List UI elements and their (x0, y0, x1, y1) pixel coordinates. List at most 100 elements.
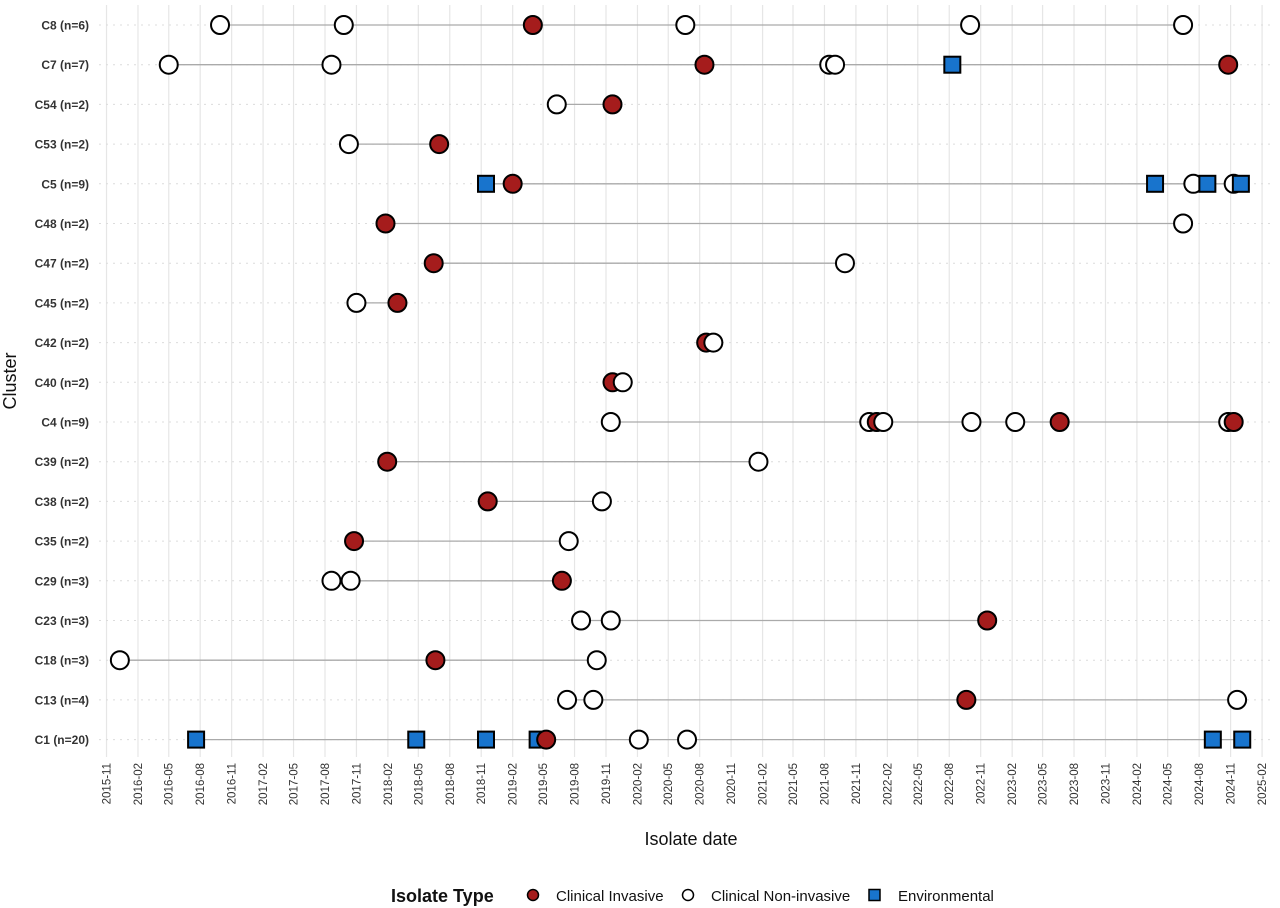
invasive-point (1218, 54, 1239, 75)
invasive-point (502, 173, 523, 194)
y-axis-title: Cluster (0, 352, 20, 409)
x-tick-label: 2017-05 (289, 763, 301, 805)
x-tick-label: 2021-05 (788, 763, 800, 805)
x-tick-label: 2018-05 (413, 763, 425, 805)
environmental-point (1203, 730, 1222, 749)
x-tick-label: 2021-11 (851, 763, 863, 804)
legend-label-environmental: Environmental (898, 888, 994, 905)
y-tick-label: C35 (n=2) (35, 535, 89, 549)
x-tick-label: 2019-05 (538, 763, 550, 805)
x-tick-label: 2018-11 (476, 763, 488, 804)
noninvasive-point (600, 610, 621, 631)
x-tick-label: 2022-08 (944, 763, 956, 805)
noninvasive-point (612, 372, 633, 393)
x-tick-label: 2021-02 (758, 763, 770, 805)
x-tick-label: 2016-08 (195, 763, 207, 805)
y-tick-label: C13 (n=4) (35, 693, 89, 707)
data-points (109, 15, 1252, 750)
noninvasive-point (321, 54, 342, 75)
invasive-point (429, 134, 450, 155)
noninvasive-point (960, 15, 981, 35)
environmental-point (187, 730, 206, 749)
environmental-point (943, 55, 962, 74)
y-tick-label: C54 (n=2) (35, 98, 89, 112)
noninvasive-point (210, 15, 231, 35)
y-tick-label: C8 (n=6) (41, 19, 89, 33)
environmental-point (1233, 730, 1252, 749)
invasive-point (694, 54, 715, 75)
environmental-point (1146, 174, 1165, 193)
y-tick-label: C4 (n=9) (41, 416, 89, 430)
y-tick-label: C18 (n=3) (35, 654, 89, 668)
y-tick-label: C45 (n=2) (35, 296, 89, 310)
invasive-point (423, 253, 444, 274)
y-tick-label: C47 (n=2) (35, 257, 89, 271)
y-tick-label: C38 (n=2) (35, 495, 89, 509)
y-tick-label: C42 (n=2) (35, 336, 89, 350)
noninvasive-point (961, 412, 982, 432)
x-tick-label: 2022-02 (882, 763, 894, 805)
invasive-point (375, 213, 396, 234)
x-tick-label: 2016-11 (227, 763, 239, 804)
x-tick-label: 2017-11 (351, 763, 363, 804)
x-tick-label: 2019-02 (508, 763, 520, 805)
y-tick-label: C40 (n=2) (35, 376, 89, 390)
noninvasive-point (628, 729, 649, 750)
x-tick-label: 2024-11 (1226, 763, 1238, 804)
legend-label-noninvasive: Clinical Non-invasive (711, 888, 850, 905)
x-tick-label: 2018-02 (383, 763, 395, 805)
x-tick-label: 2023-05 (1038, 763, 1050, 805)
noninvasive-point (1227, 689, 1248, 710)
noninvasive-point (825, 54, 846, 75)
noninvasive-point (346, 292, 367, 313)
invasive-point (477, 491, 498, 512)
noninvasive-point (748, 451, 769, 472)
x-tick-label: 2020-02 (632, 763, 644, 805)
noninvasive-point (586, 650, 607, 671)
legend: Isolate Type Clinical Invasive Clinical … (391, 886, 994, 906)
x-tick-label: 2022-05 (913, 763, 925, 805)
invasive-point (1223, 412, 1244, 432)
legend-label-invasive: Clinical Invasive (556, 888, 664, 905)
noninvasive-point (1173, 15, 1194, 35)
x-tick-label: 2015-11 (102, 763, 114, 804)
noninvasive-point (109, 650, 130, 671)
y-tick-label: C48 (n=2) (35, 217, 89, 231)
noninvasive-point (600, 412, 621, 432)
x-tick-label: 2023-02 (1007, 763, 1019, 805)
noninvasive-point (677, 729, 698, 750)
environmental-point (407, 730, 426, 749)
grid-layer (99, 5, 1273, 757)
y-tick-label: C5 (n=9) (41, 177, 89, 191)
x-tick-label: 2024-08 (1194, 763, 1206, 805)
environmental-point (477, 174, 496, 193)
x-tick-label: 2020-05 (663, 763, 675, 805)
x-tick-label: 2020-11 (726, 763, 738, 804)
invasive-point (551, 570, 572, 591)
invasive-point (344, 531, 365, 552)
x-tick-label: 2020-08 (695, 763, 707, 805)
x-tick-label: 2019-08 (570, 763, 582, 805)
noninvasive-point (583, 689, 604, 710)
noninvasive-point (571, 610, 592, 631)
invasive-point (956, 689, 977, 710)
invasive-point (522, 15, 543, 35)
invasive-point (387, 292, 408, 313)
environmental-point (1231, 174, 1250, 193)
noninvasive-point (591, 491, 612, 512)
y-tick-label: C29 (n=3) (35, 574, 89, 588)
noninvasive-point (158, 54, 179, 75)
legend-key-invasive (526, 888, 540, 902)
legend-key-noninvasive (681, 888, 695, 902)
x-tick-label: 2016-02 (133, 763, 145, 805)
y-tick-label: C39 (n=2) (35, 455, 89, 469)
x-tick-label: 2023-08 (1069, 763, 1081, 805)
noninvasive-point (1173, 213, 1194, 234)
y-tick-label: C23 (n=3) (35, 614, 89, 628)
legend-key-environmental (868, 888, 881, 902)
noninvasive-point (873, 412, 894, 432)
x-tick-label: 2023-11 (1100, 763, 1112, 804)
x-tick-label: 2017-02 (258, 763, 270, 805)
x-tick-label: 2022-11 (976, 763, 988, 804)
